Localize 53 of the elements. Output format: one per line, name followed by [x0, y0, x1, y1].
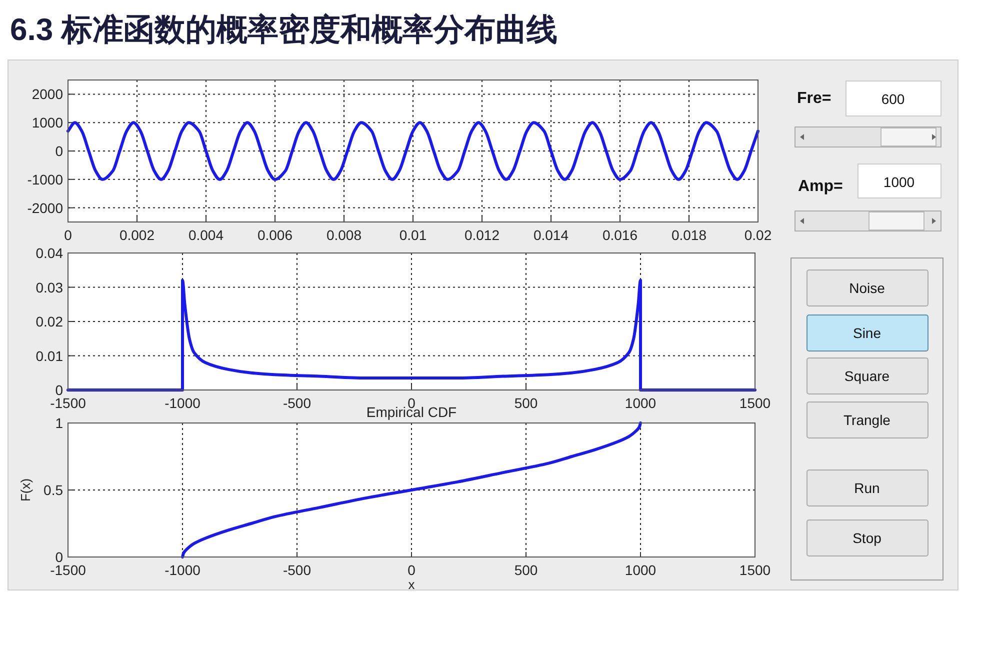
y-tick-label: 2000 [32, 86, 64, 102]
y-tick-label: 0 [55, 549, 64, 565]
x-tick-label: 1500 [739, 562, 771, 578]
y-tick-label: 0.04 [36, 245, 64, 261]
x-tick-label: 0.016 [602, 227, 638, 243]
line-series [66, 121, 760, 181]
x-tick-label: 0 [408, 562, 416, 578]
x-tick-label: 1000 [624, 395, 656, 411]
y-tick-label: 0.5 [44, 482, 64, 498]
y-axis-title: F(x) [18, 478, 33, 502]
x-tick-label: 0.01 [399, 227, 427, 243]
text: Fre= [797, 90, 832, 107]
chart-title: 6.3 标准函数的概率密度和概率分布曲线 [10, 12, 558, 47]
x-tick-label: 0.02 [744, 227, 772, 243]
text: 600 [881, 91, 905, 107]
text: Amp= [798, 178, 843, 195]
x-tick-label: -1000 [164, 395, 201, 411]
x-tick-label: -1500 [50, 562, 86, 578]
x-tick-label: 1000 [624, 562, 656, 578]
text: Run [854, 480, 880, 496]
text: Sine [852, 325, 882, 341]
y-tick-label: 0 [55, 143, 64, 159]
x-tick-label: 0.002 [119, 227, 155, 243]
x-tick-label: -500 [282, 395, 312, 411]
line-series [181, 422, 642, 558]
y-tick-label: 0 [55, 382, 64, 398]
text: Square [844, 368, 890, 384]
text: Trangle [844, 412, 891, 428]
x-tick-label: -500 [282, 562, 312, 578]
x-tick-label: 0.018 [671, 227, 707, 243]
x-tick-label: 0.004 [188, 227, 224, 243]
y-tick-label: 0.01 [36, 348, 64, 364]
x-tick-label: -1000 [164, 562, 201, 578]
text: Stop [852, 530, 882, 546]
y-tick-label: -2000 [27, 200, 64, 216]
x-tick-label: 0.006 [257, 227, 293, 243]
x-tick-label: 0.008 [326, 227, 362, 243]
x-axis-title: x [408, 577, 416, 592]
x-tick-label: 1500 [739, 395, 771, 411]
y-tick-label: 0.03 [36, 279, 64, 296]
x-tick-label: 0.014 [533, 227, 569, 243]
x-tick-label: 0.012 [464, 227, 500, 243]
text: Noise [849, 280, 886, 296]
text: 1000 [883, 174, 915, 190]
x-tick-label: 0 [408, 395, 416, 411]
x-tick-label: 500 [514, 395, 538, 411]
y-tick-label: -1000 [27, 171, 64, 188]
x-tick-label: 500 [514, 562, 538, 578]
y-tick-label: 1 [55, 415, 64, 431]
y-tick-label: 0.02 [36, 314, 64, 330]
y-tick-label: 1000 [32, 114, 64, 131]
line-series [66, 278, 756, 392]
x-tick-label: -1500 [50, 395, 86, 411]
